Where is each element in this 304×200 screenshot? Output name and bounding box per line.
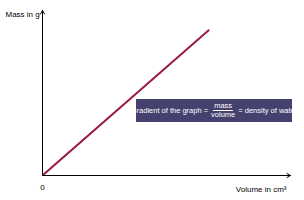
html-text:Gradient of the graph =: Gradient of the graph = xyxy=(130,106,209,115)
svg-text:Volume in cm³: Volume in cm³ xyxy=(236,185,287,194)
html-text:volume = density of water: volume = density of water xyxy=(211,106,298,119)
svg-text:0: 0 xyxy=(40,183,45,192)
svg-text:Mass in g: Mass in g xyxy=(6,10,40,19)
html-text:mass: mass xyxy=(214,101,233,110)
